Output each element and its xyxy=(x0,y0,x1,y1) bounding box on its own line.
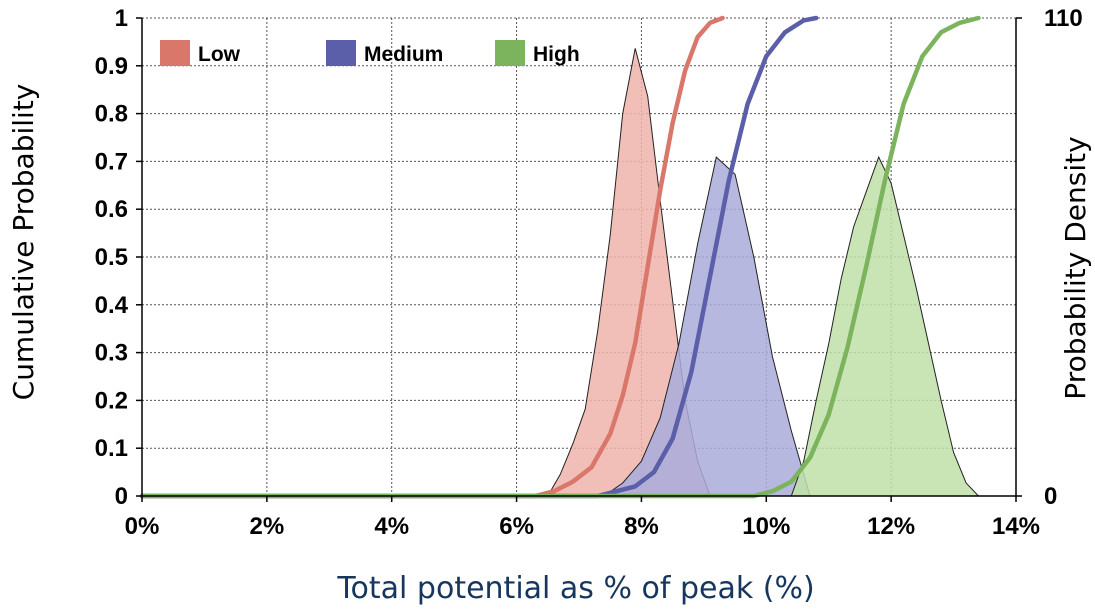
x-tick-label: 0% xyxy=(125,513,160,540)
y2-tick-label: 110 xyxy=(1044,5,1083,32)
y-tick-label: 0.4 xyxy=(95,292,129,319)
y-tick-label: 0.3 xyxy=(95,340,128,367)
y-tick-label: 0.7 xyxy=(95,148,128,175)
cdf-line-high xyxy=(139,15,981,499)
cdf-lines xyxy=(139,15,981,499)
x-tick-label: 6% xyxy=(499,513,534,540)
density-areas xyxy=(547,48,979,497)
y-tick-label: 0.5 xyxy=(95,244,128,271)
y-tick-label: 0 xyxy=(115,483,128,510)
x-tick-label: 4% xyxy=(374,513,409,540)
y-tick-label: 0.9 xyxy=(95,53,128,80)
x-axis-label: Total potential as % of peak (%) xyxy=(336,571,814,606)
x-tick-label: 14% xyxy=(992,513,1040,540)
legend: Low Medium High xyxy=(160,40,580,66)
legend-swatch-medium xyxy=(326,40,356,66)
y-tick-label: 0.2 xyxy=(95,387,128,414)
x-tick-label: 12% xyxy=(867,513,915,540)
x-tick-label: 2% xyxy=(250,513,285,540)
cdf-line-low xyxy=(139,15,725,499)
legend-label-high: High xyxy=(533,43,580,66)
x-tick-label: 10% xyxy=(742,513,790,540)
axes: 00.10.20.30.40.50.60.70.80.910% 2% 4% 6% 8% 1… xyxy=(95,5,1083,540)
legend-label-medium: Medium xyxy=(364,43,443,66)
legend-label-low: Low xyxy=(198,43,241,66)
legend-swatch-low xyxy=(160,40,190,66)
y-axis-label: Cumulative Probability xyxy=(7,84,40,401)
density-area-high xyxy=(790,155,979,497)
y2-tick-label: 0 xyxy=(1044,483,1057,510)
gridlines xyxy=(142,17,1016,496)
y2-axis-label: Probability Density xyxy=(1059,136,1092,399)
cdf-line-medium xyxy=(139,15,819,499)
y-tick-label: 0.8 xyxy=(95,101,128,128)
y-tick-label: 0.1 xyxy=(95,435,128,462)
y-tick-label: 0.6 xyxy=(95,196,128,223)
y-tick-label: 1 xyxy=(115,5,128,32)
legend-swatch-high xyxy=(495,40,525,66)
x-tick-label: 8% xyxy=(624,513,659,540)
